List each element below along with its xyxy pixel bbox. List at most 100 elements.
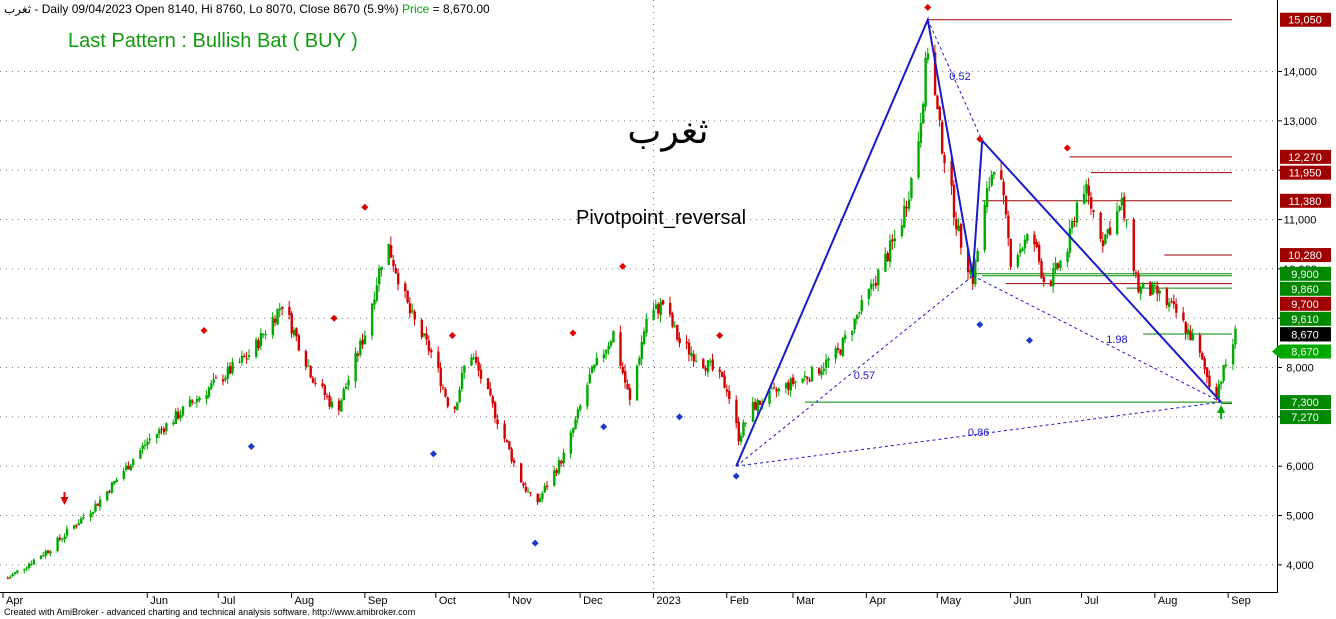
candle-up — [820, 370, 823, 376]
time-tick-label: Feb — [730, 595, 749, 607]
chart-header: ثغرب - Daily 09/04/2023 Open 8140, Hi 87… — [4, 2, 490, 16]
price-level-box — [1280, 165, 1331, 180]
candle-down — [773, 387, 776, 389]
candle-up — [1222, 365, 1225, 382]
candle-up — [91, 512, 95, 514]
candle-down — [1172, 301, 1176, 305]
candle-down — [1007, 215, 1010, 239]
candle-up — [1186, 329, 1190, 334]
candle-up — [903, 205, 906, 228]
candle-up — [363, 335, 367, 345]
candle-down — [952, 184, 956, 218]
candle-down — [1073, 221, 1076, 223]
candle-up — [143, 444, 147, 446]
sell-arrow — [60, 497, 69, 505]
candle-up — [226, 366, 230, 379]
candle-up — [158, 429, 161, 434]
candle-down — [808, 379, 811, 382]
candle-up — [553, 470, 556, 486]
pivot-high-marker — [924, 3, 932, 11]
candle-up — [146, 441, 149, 446]
header-price-value: = 8,670.00 — [429, 2, 490, 16]
pivot-low-marker — [429, 450, 437, 458]
candle-up — [1016, 255, 1020, 267]
candle-up — [590, 366, 594, 374]
candle-up — [609, 341, 613, 346]
candle-down — [309, 366, 312, 378]
candle-down — [1037, 244, 1041, 262]
candle-down — [1215, 386, 1218, 397]
pivot-high-marker — [448, 331, 456, 339]
candle-down — [529, 492, 532, 494]
time-tick-label: Jul — [1085, 595, 1099, 607]
candle-down — [1123, 196, 1126, 219]
candle-up — [1116, 211, 1119, 235]
footer-credit: Created with AmiBroker - advanced charti… — [4, 607, 415, 617]
candle-down — [905, 206, 908, 209]
price-level-box — [1280, 311, 1331, 326]
candle-down — [560, 461, 563, 464]
candle-up — [586, 384, 589, 407]
pivot-low-marker — [600, 423, 608, 431]
candle-down — [408, 303, 412, 314]
candle-down — [1132, 219, 1135, 271]
candle-down — [1089, 197, 1093, 209]
candle-down — [288, 306, 291, 316]
candle-up — [330, 401, 334, 408]
time-tick-label: Aug — [1158, 595, 1178, 607]
candle-down — [508, 441, 511, 450]
candle-up — [1023, 239, 1027, 249]
candle-down — [685, 341, 688, 344]
candle-up — [572, 428, 575, 433]
candle-down — [933, 52, 937, 95]
candle-up — [42, 555, 45, 557]
pivot-high-marker — [200, 327, 208, 335]
candle-up — [744, 422, 748, 424]
candle-up — [794, 381, 797, 383]
price-level-box — [1280, 149, 1331, 164]
time-tick-label: Apr — [6, 595, 23, 607]
candle-down — [621, 366, 625, 373]
price-level-box-label: 12,270 — [1288, 152, 1322, 164]
candle-up — [742, 422, 745, 436]
candle-up — [141, 445, 144, 449]
candle-up — [278, 308, 282, 310]
candle-up — [569, 432, 573, 454]
candle-up — [1106, 229, 1109, 234]
candle-down — [441, 387, 445, 389]
candle-up — [63, 536, 66, 540]
candle-up — [65, 528, 69, 536]
candle-down — [243, 355, 246, 358]
candle-down — [704, 367, 707, 371]
candle-up — [770, 388, 774, 390]
price-tick-label: 14,000 — [1283, 67, 1317, 79]
candle-up — [709, 360, 712, 362]
candle-up — [470, 357, 473, 366]
candle-up — [9, 576, 12, 579]
candle-up — [193, 402, 196, 404]
candle-up — [1118, 206, 1121, 211]
candle-down — [323, 385, 327, 396]
candle-up — [207, 387, 211, 397]
price-level-box-label: 11,380 — [1289, 196, 1322, 208]
candle-up — [56, 537, 59, 551]
candle-up — [172, 422, 175, 425]
pivot-high-marker — [976, 135, 984, 143]
candle-down — [404, 283, 407, 292]
candle-down — [1042, 276, 1046, 283]
candle-down — [108, 491, 111, 493]
candle-down — [806, 377, 809, 379]
candle-down — [221, 379, 225, 382]
candle-up — [825, 359, 828, 368]
candle-up — [993, 171, 996, 175]
candle-up — [1104, 234, 1107, 244]
candle-up — [884, 253, 887, 272]
candle-down — [437, 351, 440, 368]
candle-down — [96, 503, 100, 506]
candle-up — [858, 312, 861, 314]
candle-up — [893, 238, 897, 242]
candle-up — [1082, 193, 1086, 204]
candle-down — [519, 463, 523, 483]
candle-up — [155, 434, 159, 439]
